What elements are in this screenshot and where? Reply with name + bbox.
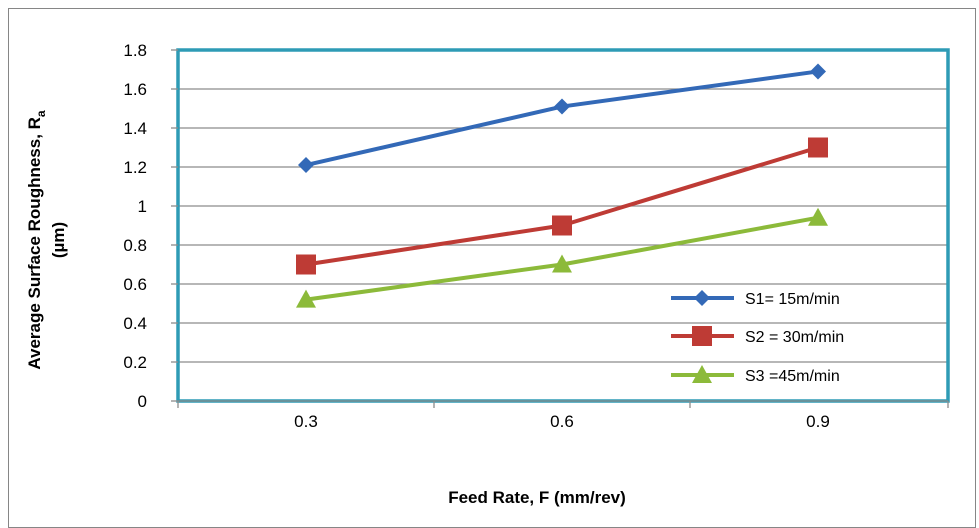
axes <box>171 49 949 408</box>
y-axis-title-main: Average Surface Roughness, R <box>25 117 44 370</box>
y-tick-label: 0.6 <box>123 275 147 294</box>
data-point <box>810 63 826 80</box>
x-axis-title: Feed Rate, F (mm/rev) <box>448 488 626 507</box>
y-tick-label: 0.2 <box>123 353 147 372</box>
data-point <box>808 137 828 158</box>
y-tick-label: 0.8 <box>123 236 147 255</box>
y-axis-title: Average Surface Roughness, Ra (µm) <box>25 110 68 370</box>
legend-marker <box>692 326 712 346</box>
series-layer <box>296 63 828 308</box>
y-tick-label: 1.2 <box>123 158 147 177</box>
y-tick-label: 0 <box>138 392 147 411</box>
data-point <box>554 98 570 115</box>
series-2 <box>296 137 828 275</box>
legend-marker <box>694 290 710 306</box>
legend: S1= 15m/min S2 = 30m/min S3 =45m/min <box>671 290 844 385</box>
series-1 <box>298 63 826 174</box>
y-tick-label: 1 <box>138 197 147 216</box>
y-tick-label: 1.8 <box>123 41 147 60</box>
chart-frame <box>8 8 976 528</box>
svg-text:Average Surface Roughness, Ra: Average Surface Roughness, Ra <box>25 110 48 370</box>
x-tick-label: 0.9 <box>806 412 830 431</box>
data-point <box>298 157 314 174</box>
data-point <box>296 289 316 308</box>
legend-label: S3 =45m/min <box>745 368 840 385</box>
legend-item: S1= 15m/min <box>671 290 840 308</box>
y-tick-label: 0.4 <box>123 314 147 333</box>
data-point <box>552 215 572 236</box>
legend-label: S1= 15m/min <box>745 291 840 308</box>
gridlines <box>178 49 948 363</box>
y-tick-label: 1.6 <box>123 80 147 99</box>
legend-marker <box>692 365 712 383</box>
x-tick-label: 0.6 <box>550 412 574 431</box>
y-axis-title-unit: (µm) <box>49 222 68 258</box>
y-tick-label: 1.4 <box>123 119 147 138</box>
legend-label: S2 = 30m/min <box>745 329 844 346</box>
data-point <box>552 254 572 273</box>
data-point <box>808 207 828 226</box>
data-point <box>296 254 316 275</box>
series-line <box>305 69 819 167</box>
y-tick-labels: 0 0.2 0.4 0.6 0.8 1 1.2 1.4 1.6 1.8 <box>123 41 147 411</box>
y-axis-title-subscript: a <box>34 110 48 117</box>
legend-item: S3 =45m/min <box>671 365 840 385</box>
x-tick-label: 0.3 <box>294 412 318 431</box>
x-tick-labels: 0.3 0.6 0.9 <box>294 412 830 431</box>
legend-item: S2 = 30m/min <box>671 326 844 346</box>
series-3 <box>296 207 828 308</box>
